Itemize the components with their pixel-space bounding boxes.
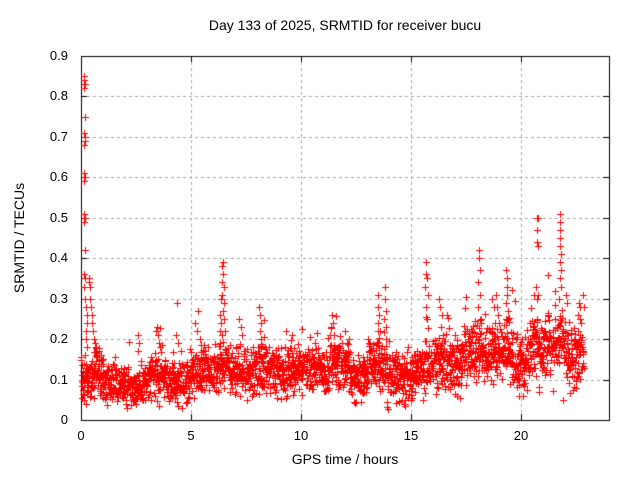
y-tick-label: 0.4: [49, 250, 68, 266]
y-tick-label: 0.2: [49, 331, 68, 347]
x-tick-label: 20: [513, 428, 529, 443]
chart-title: Day 133 of 2025, SRMTID for receiver buc…: [208, 17, 482, 33]
x-axis-label: GPS time / hours: [291, 451, 399, 467]
y-tick-label: 0.3: [49, 290, 68, 306]
x-tick-label: 5: [187, 428, 195, 443]
y-tick-label: 0.8: [49, 88, 68, 104]
y-tick-label: 0.1: [49, 371, 68, 387]
y-tick-label: 0.5: [49, 209, 68, 225]
x-tick-label: 10: [293, 428, 309, 443]
x-tick-label: 0: [77, 428, 85, 443]
y-tick-label: 0.7: [49, 128, 68, 144]
y-tick-label: 0: [60, 412, 68, 427]
y-tick-label: 0.9: [49, 48, 68, 63]
y-axis-label: SRMTID / TECUs: [11, 182, 27, 294]
y-tick-label: 0.6: [49, 169, 68, 185]
x-tick-label: 15: [403, 428, 419, 443]
